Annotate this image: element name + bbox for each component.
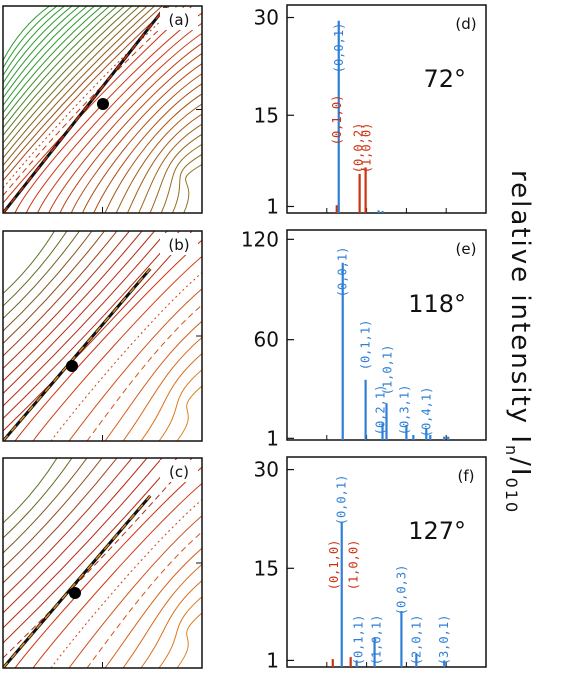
peak-label-3-5: (1,0,1)	[370, 615, 384, 666]
contour-lines-2	[3, 231, 202, 441]
peak-label-2-5: (0,3,1)	[397, 385, 411, 436]
peak-label-3-2: (0,0,1)	[335, 475, 349, 526]
y-tick-label-1-1: 30	[254, 6, 279, 30]
peak-label-3-7: (2,0,1)	[409, 615, 423, 666]
peak-label-1-4: (1,0,0)	[360, 123, 374, 174]
y-axis-label-slash: /	[505, 457, 535, 468]
peak-label-2-3: (0,2,1)	[374, 385, 388, 436]
marker-dot-3	[69, 587, 81, 599]
y-tick-label-1-2: 15	[254, 103, 279, 127]
peak-label-1-2: (0,0,1)	[332, 23, 346, 74]
peak-label-3-1: (0,1,0)	[327, 540, 341, 591]
contour-panel-label-3: (c)	[169, 463, 189, 481]
spectrum-panel-label-2: (e)	[456, 240, 477, 258]
marker-dot-2	[66, 360, 78, 372]
contour-panel-2: (b)	[2, 230, 203, 442]
peak-label-1-3: (0,0,2)	[352, 123, 366, 174]
peak-label-2-2: (0,1,1)	[359, 320, 373, 371]
contour-lines-1	[3, 6, 202, 213]
spectrum-frame-1	[286, 4, 487, 214]
y-tick-label-3-1: 30	[254, 458, 279, 482]
angle-label-3: 127°	[408, 517, 466, 545]
spectrum-panel-label-1: (d)	[455, 15, 476, 33]
peak-label-3-6: (0,0,3)	[394, 565, 408, 616]
y-tick-label-2-3: 1	[266, 426, 279, 450]
y-tick-label-2-1: 120	[241, 227, 279, 251]
peak-label-3-8: (3,0,1)	[437, 615, 451, 666]
y-tick-label-1-3: 1	[266, 194, 279, 218]
peak-label-2-1: (0,0,1)	[336, 247, 350, 298]
spectrum-frame-3	[286, 456, 487, 668]
y-axis-label-sub3: 010	[502, 478, 521, 515]
peak-label-3-4: (0,1,1)	[352, 615, 366, 666]
spectrum-panel-2: 120 60 1 (0,0,1) (0,1,1)(0,2,1)(1,0,1)(0,3,1…	[241, 227, 487, 450]
y-axis-label-sub1: n	[502, 445, 521, 457]
y-tick-label-3-3: 1	[266, 648, 279, 672]
contour-panel-1: (a)	[2, 5, 203, 214]
angle-label-2: 118°	[408, 290, 466, 318]
contour-lines-3	[3, 458, 202, 668]
angle-label-1: 72°	[423, 65, 466, 93]
y-axis-label-main: relative intensity I	[505, 170, 535, 445]
spectrum-panel-label-3: (f)	[458, 467, 475, 485]
y-axis-label: relative intensity In/I010	[502, 170, 535, 514]
y-tick-label-2-2: 60	[254, 328, 279, 352]
contour-panel-3: (c)	[2, 457, 203, 669]
contour-frame-3	[2, 457, 203, 669]
spectrum-panel-1: 30 15 1 (0,1,0) (0,0,1) (0,0,2)(1,0,0) (d) 72°	[254, 4, 487, 218]
peak-label-1-1: (0,1,0)	[330, 95, 344, 146]
peak-label-2-7: (0,4,1)	[419, 387, 433, 438]
contour-panel-label-1: (a)	[169, 11, 190, 29]
spectrum-panel-3: 30 15 1 (0,1,0) (0,0,1) (1,0,0) (0,1,1) (1,0,1)…	[254, 456, 487, 672]
y-tick-label-3-2: 15	[254, 556, 279, 580]
y-axis-label-sub2: I	[505, 468, 535, 478]
peak-label-3-3: (1,0,0)	[347, 540, 361, 591]
contour-panel-label-2: (b)	[168, 236, 189, 254]
marker-dot-1	[97, 98, 109, 110]
peak-label-2-4: (1,0,1)	[380, 345, 394, 396]
